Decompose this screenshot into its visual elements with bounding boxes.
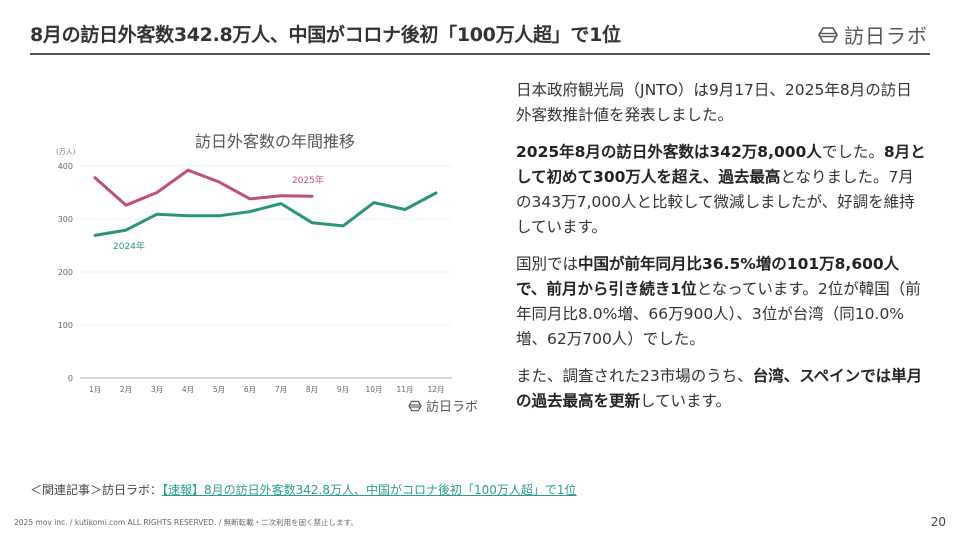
x-tick-label: 1月 <box>89 385 101 394</box>
chart-watermark: 訪日ラボ <box>408 396 478 415</box>
related-prefix: ＜関連記事＞訪日ラボ： <box>30 483 163 497</box>
x-tick-label: 4月 <box>182 385 194 394</box>
copyright: 2025 mov inc. / kutikomi.com ALL RIGHTS … <box>14 518 358 527</box>
x-tick-label: 7月 <box>275 385 287 394</box>
series-label-2025: 2025年 <box>292 174 324 186</box>
brand-logo: 訪日ラボ <box>818 20 928 49</box>
y-tick-label: 200 <box>58 268 73 277</box>
x-tick-label: 8月 <box>306 385 318 394</box>
highlight: 台湾、スペインでは単月の過去最高を更新 <box>516 367 923 410</box>
y-unit-label: (万人) <box>56 148 76 156</box>
slide-header: 8月の訪日外客数342.8万人、中国がコロナ後初「100万人超」で1位 訪日ラボ <box>30 16 930 54</box>
paragraph-total: 2025年8月の訪日外客数は342万8,000人でした。8月として初めて300万… <box>516 140 926 240</box>
highlight: 中国が前年同月比36.5%増の101万8,600人で、前月から引き続き1位 <box>516 255 900 298</box>
x-tick-label: 6月 <box>244 385 256 394</box>
x-tick-label: 5月 <box>213 385 225 394</box>
y-tick-label: 100 <box>58 321 73 330</box>
text: 日本政府観光局（JNTO）は9月17日、2025年8月の訪日外客数推計値を発表し… <box>516 81 912 124</box>
paragraph-countries: 国別では中国が前年同月比36.5%増の101万8,600人で、前月から引き続き1… <box>516 252 926 352</box>
x-tick-label: 10月 <box>365 385 382 394</box>
x-tick-label: 2月 <box>120 385 132 394</box>
text: また、調査された23市場のうち、 <box>516 367 753 385</box>
lantern-icon <box>818 26 838 43</box>
chart-watermark-text: 訪日ラボ <box>425 400 478 415</box>
y-tick-label: 400 <box>58 162 73 171</box>
text: となっています。2位が韓国（前年同月比8.0%増、66万900人）、3位が台湾（… <box>516 280 921 348</box>
brand-logo-text: 訪日ラボ <box>844 24 928 48</box>
paragraph-intro: 日本政府観光局（JNTO）は9月17日、2025年8月の訪日外客数推計値を発表し… <box>516 78 926 128</box>
highlight: 2025年8月の訪日外客数は342万8,000人 <box>516 143 822 161</box>
text: となりました。7月の343万7,000人と比較して微減しましたが、好調を維持して… <box>516 168 915 236</box>
related-article-link[interactable]: 【速報】8月の訪日外客数342.8万人、中国がコロナ後初「100万人超」で1位 <box>162 483 577 497</box>
x-tick-label: 9月 <box>337 385 349 394</box>
y-tick-label: 0 <box>68 374 73 383</box>
chart-plot: (万人) 0 100 200 300 400 1月 2月 3月 4月 5月 6月 7月 8月 9月 10月 11… <box>56 148 452 394</box>
highlight: 8月として初めて300万人を超え、過去最高 <box>516 143 926 186</box>
text: しています。 <box>640 392 732 410</box>
page-number: 20 <box>930 515 946 529</box>
text: でした。 <box>821 143 884 161</box>
x-tick-label: 3月 <box>151 385 163 394</box>
chart-title: 訪日外客数の年間推移 <box>194 132 355 151</box>
x-tick-label: 12月 <box>427 385 444 394</box>
line-chart: 訪日外客数の年間推移 (万人) 0 100 200 300 400 1月 2月 3月 4月 5月 6月… <box>40 120 490 420</box>
slide-title: 8月の訪日外客数342.8万人、中国がコロナ後初「100万人超」で1位 <box>30 24 621 46</box>
text: 国別では <box>516 255 579 273</box>
series-line-2025 <box>93 168 314 207</box>
x-tick-label: 11月 <box>396 385 413 394</box>
related-article: ＜関連記事＞訪日ラボ：【速報】8月の訪日外客数342.8万人、中国がコロナ後初「… <box>30 481 577 498</box>
lantern-icon <box>408 400 422 411</box>
summary-text: 日本政府観光局（JNTO）は9月17日、2025年8月の訪日外客数推計値を発表し… <box>516 78 926 426</box>
y-tick-label: 300 <box>58 215 73 224</box>
paragraph-markets: また、調査された23市場のうち、台湾、スペインでは単月の過去最高を更新しています… <box>516 364 926 414</box>
series-label-2024: 2024年 <box>113 240 145 252</box>
header-divider <box>30 53 930 55</box>
series-line-2024 <box>93 191 438 237</box>
